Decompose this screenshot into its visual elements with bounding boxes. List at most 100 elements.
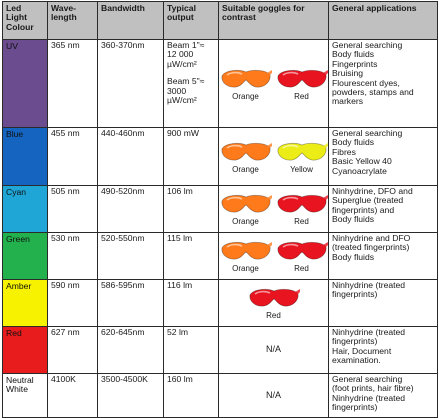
safety-goggles-icon <box>277 241 328 260</box>
bandwidth-cell: 3500-4500K <box>97 373 164 418</box>
application-line: General searching <box>332 40 403 50</box>
application-line: examination. <box>332 355 381 366</box>
goggles-na-text: N/A <box>265 344 281 355</box>
output-line: µW/cm² <box>167 58 197 69</box>
wavelength-cell: 365 nm <box>47 39 98 128</box>
output-line: 900 mW <box>167 128 199 138</box>
colour-swatch: Red <box>2 326 48 374</box>
goggles-cell: N/A <box>218 373 329 418</box>
wavelength-cell: 627 nm <box>47 326 98 374</box>
output-line: 106 lm <box>167 186 193 196</box>
application-line: Fibres <box>332 146 356 157</box>
header-goggles: Suitable goggles for contrast <box>218 1 329 40</box>
goggle-option: Red <box>275 239 328 273</box>
safety-goggles-icon <box>221 194 272 213</box>
goggle-label: Orange <box>232 164 259 174</box>
table-row: Green 530 nm 520-550nm 115 lm Orange Red Ninhy… <box>2 232 438 280</box>
colour-swatch: Amber <box>2 279 48 327</box>
applications-cell: Ninhydrine, DFO and Superglue (treated fin… <box>328 185 438 233</box>
output-line: 160 lm <box>167 374 193 384</box>
colour-label: Amber <box>6 281 32 291</box>
header-output: Typical output <box>163 1 219 40</box>
output-line: Beam 1"≈ <box>167 40 205 50</box>
output-line: 116 lm <box>167 280 193 290</box>
goggle-option: Orange <box>220 192 273 226</box>
colour-swatch: Neutral White <box>2 373 48 418</box>
safety-goggles-icon <box>221 69 272 87</box>
output-line: 12 000 <box>167 49 194 60</box>
goggle-label: Red <box>294 91 309 101</box>
application-line: Ninhydrine (treated <box>332 280 406 290</box>
output-cell: 900 mW <box>163 127 219 186</box>
application-line: fingerprints) and <box>332 204 395 215</box>
wavelength-cell: 505 nm <box>47 185 98 233</box>
application-line: (foot prints, hair fibre) <box>332 383 414 394</box>
safety-goggles-icon <box>277 69 328 87</box>
header-wavelength: Wave-length <box>47 1 98 40</box>
application-line: markers <box>332 96 364 107</box>
goggle-label: Red <box>294 264 309 273</box>
bandwidth-cell: 620-645nm <box>97 326 164 374</box>
table-row: Neutral White 4100K 3500-4500K 160 lm N/A Gen… <box>2 373 438 418</box>
application-line: Bruising <box>332 68 364 79</box>
colour-label: Neutral White <box>6 375 34 395</box>
table-row: Cyan 505 nm 490-520nm 106 lm Orange Red Ninhyd… <box>2 185 438 233</box>
application-line: Body fluids <box>332 251 375 262</box>
output-line: Beam 5"≈ <box>167 76 205 87</box>
goggle-option: Red <box>246 286 302 320</box>
application-line: Body fluids <box>332 214 375 225</box>
application-line: fingerprints) <box>332 289 378 300</box>
applications-cell: General searching Body fluids Fibres Basic … <box>328 127 438 186</box>
application-line: fingerprints) <box>332 402 378 413</box>
applications-cell: General searching (foot prints, hair fibr… <box>328 373 438 418</box>
wavelength-cell: 4100K <box>47 373 98 418</box>
goggles-cell: Orange Yellow <box>218 127 329 186</box>
application-line: Superglue (treated <box>332 195 404 206</box>
header-bandwidth: Bandwidth <box>97 1 164 40</box>
goggle-option: Orange <box>220 239 273 273</box>
output-cell: 160 lm <box>163 373 219 418</box>
bandwidth-cell: 490-520nm <box>97 185 164 233</box>
application-line: Body fluids <box>332 137 375 148</box>
wavelength-cell: 530 nm <box>47 232 98 280</box>
application-line: fingerprints) <box>332 336 378 347</box>
output-line: 3000 <box>167 85 187 96</box>
colour-swatch: UV <box>2 39 48 128</box>
application-line: Body fluids <box>332 49 375 60</box>
goggles-na-text: N/A <box>265 389 281 400</box>
colour-label: Green <box>6 234 30 244</box>
header-row: Led Light Colour Wave-length Bandwidth T… <box>2 1 438 40</box>
applications-cell: General searching Body fluids Fingerprints… <box>328 39 438 128</box>
goggles-cell: Orange Red <box>218 39 329 128</box>
application-line: powders, stamps and <box>332 87 414 98</box>
safety-goggles-icon <box>277 142 328 160</box>
output-line: 52 lm <box>167 327 189 337</box>
colour-label: Blue <box>6 129 24 139</box>
safety-goggles-icon <box>221 241 272 260</box>
colour-swatch: Blue <box>2 127 48 186</box>
bandwidth-cell: 360-370nm <box>97 39 164 128</box>
header-applications: General applications <box>328 1 438 40</box>
goggles-cell: Orange Red <box>218 185 329 233</box>
goggle-label: Red <box>294 217 309 226</box>
header-colour: Led Light Colour <box>2 1 48 40</box>
goggle-option: Orange <box>220 140 273 174</box>
goggle-label: Orange <box>232 264 259 273</box>
output-cell: 52 lm <box>163 326 219 374</box>
wavelength-cell: 455 nm <box>47 127 98 186</box>
applications-cell: Ninhydrine (treated fingerprints) Hair, Do… <box>328 326 438 374</box>
goggles-cell: Red <box>218 279 329 327</box>
output-cell: 115 lm <box>163 232 219 280</box>
goggle-option: Red <box>275 67 328 101</box>
safety-goggles-icon <box>277 194 328 213</box>
output-line: µW/cm² <box>167 95 197 106</box>
application-line: Flourescent dyes, <box>332 77 400 88</box>
applications-cell: Ninhydrine (treated fingerprints) <box>328 279 438 327</box>
safety-goggles-icon <box>249 288 300 307</box>
colour-label: UV <box>6 41 18 51</box>
colour-swatch: Green <box>2 232 48 280</box>
colour-label: Red <box>6 328 22 338</box>
output-cell: 116 lm <box>163 279 219 327</box>
goggle-option: Orange <box>220 67 273 101</box>
